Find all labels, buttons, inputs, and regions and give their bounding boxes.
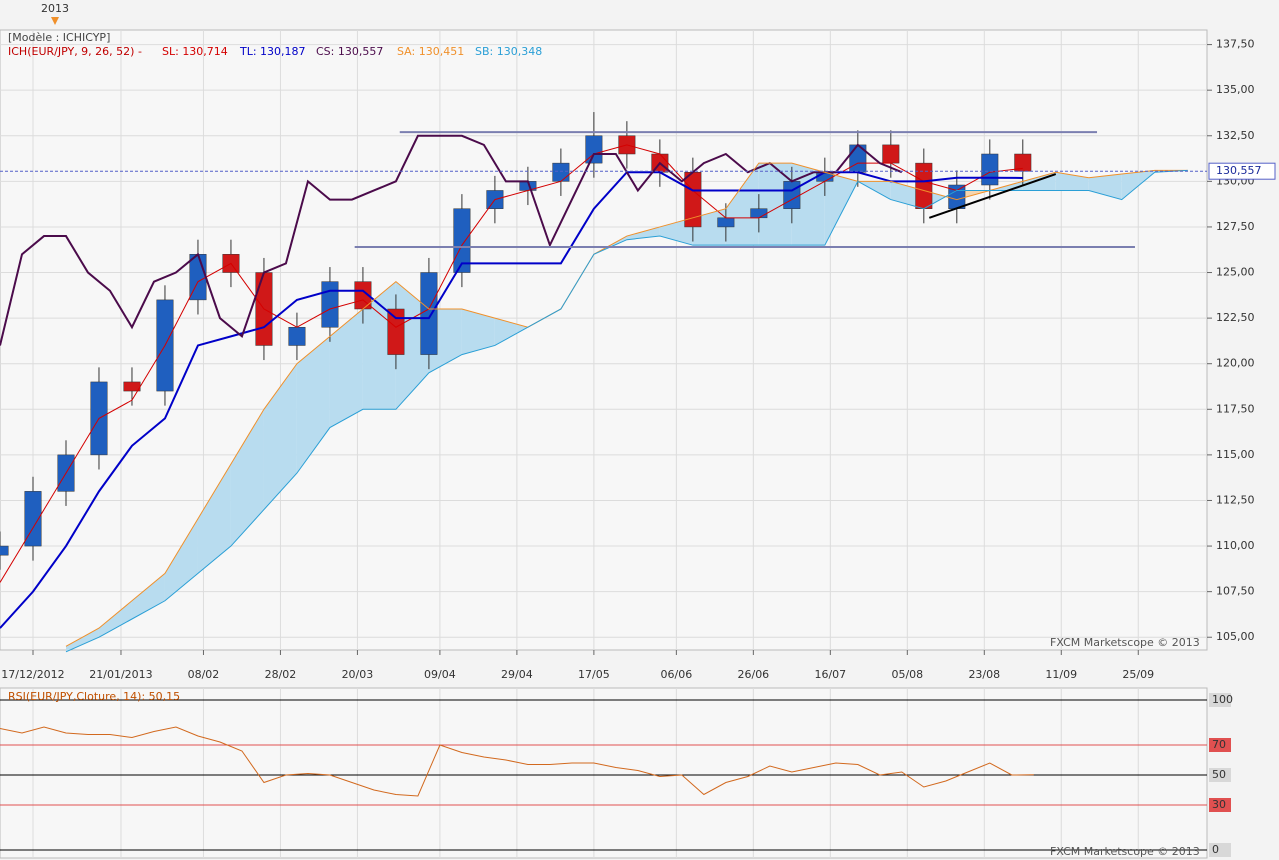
- rsi-tick-box: [1209, 738, 1231, 752]
- y-tick-label: 110,00: [1216, 539, 1255, 552]
- legend-tl: TL: 130,187: [239, 45, 306, 58]
- ichimoku-line: [0, 144, 1023, 583]
- cloud-segment: [461, 309, 495, 355]
- cloud-segment: [98, 600, 132, 638]
- y-tick-label: 127,50: [1216, 220, 1255, 233]
- legend-cs: CS: 130,557: [316, 45, 383, 58]
- rsi-tick-label: 70: [1212, 738, 1226, 751]
- candle-body: [453, 208, 471, 273]
- candle-body: [0, 545, 9, 556]
- cloud-segment: [164, 518, 198, 601]
- last-price-label: 130,557: [1216, 164, 1262, 177]
- ichimoku-line: [65, 169, 1188, 653]
- y-tick-label: 125,00: [1216, 266, 1255, 279]
- candle-body: [387, 308, 405, 355]
- last-price-box: [1208, 162, 1276, 180]
- candle-body: [750, 208, 768, 219]
- candle-body: [717, 217, 735, 228]
- rsi-tick-label: 100: [1212, 693, 1233, 706]
- y-tick-label: 120,00: [1216, 357, 1255, 370]
- x-tick-label: 09/04: [424, 668, 456, 681]
- x-tick-label: 17/12/2012: [1, 668, 64, 681]
- y-tick-label: 122,50: [1216, 311, 1255, 324]
- candle-body: [420, 272, 438, 355]
- rsi-tick-label: 0: [1212, 843, 1219, 856]
- year-marker: [50, 17, 59, 25]
- rsi-tick-label: 50: [1212, 768, 1226, 781]
- x-tick-label: 21/01/2013: [89, 668, 152, 681]
- rsi-tick-box: [1209, 768, 1231, 782]
- rsi-tick-box: [1209, 843, 1231, 857]
- y-tick-label: 112,50: [1216, 493, 1255, 506]
- candle-body: [288, 326, 306, 346]
- watermark: FXCM Marketscope © 2013: [1050, 636, 1200, 649]
- x-tick-label: 29/04: [501, 668, 533, 681]
- candle-body: [585, 135, 603, 164]
- year-label: 2013: [41, 2, 69, 15]
- x-tick-label: 26/06: [737, 668, 769, 681]
- cloud-segment: [263, 363, 297, 510]
- x-tick-label: 25/09: [1122, 668, 1154, 681]
- x-tick-label: 16/07: [814, 668, 846, 681]
- x-tick-label: 08/02: [188, 668, 220, 681]
- legend-sb: SB: 130,348: [475, 45, 542, 58]
- cloud-segment: [197, 464, 231, 574]
- x-tick-label: 06/06: [661, 668, 693, 681]
- rsi-line: [0, 726, 1034, 797]
- candle-body: [321, 281, 339, 328]
- candle-body: [981, 153, 999, 186]
- rsi-panel: [0, 687, 1208, 859]
- model-label: [Modèle : ICHICYP]: [8, 31, 110, 44]
- y-tick-label: 115,00: [1216, 448, 1255, 461]
- y-tick-label: 105,00: [1216, 630, 1255, 643]
- lines: [0, 131, 1207, 797]
- x-tick-label: 17/05: [578, 668, 610, 681]
- rsi-tick-label: 30: [1212, 798, 1226, 811]
- ichimoku-line: [0, 171, 1023, 629]
- legend-sl: SL: 130,714: [162, 45, 228, 58]
- y-tick-label: 135,00: [1216, 83, 1255, 96]
- ichimoku-line: [65, 162, 1188, 647]
- legend-sa: SA: 130,451: [397, 45, 464, 58]
- cloud-segment: [131, 573, 165, 619]
- cloud-segment: [1088, 174, 1122, 200]
- candle-body: [882, 144, 900, 164]
- rsi-tick-box: [1209, 798, 1231, 812]
- x-tick-label: 05/08: [891, 668, 923, 681]
- candle-body: [915, 162, 933, 209]
- y-tick-label: 107,50: [1216, 585, 1255, 598]
- candle-body: [783, 181, 801, 209]
- watermark: FXCM Marketscope © 2013: [1050, 845, 1200, 858]
- indicator-label: ICH(EUR/JPY, 9, 26, 52) -: [8, 45, 142, 58]
- candle-body: [552, 162, 570, 182]
- x-tick-label: 20/03: [342, 668, 374, 681]
- x-tick-label: 23/08: [968, 668, 1000, 681]
- y-tick-label: 137,50: [1216, 38, 1255, 51]
- rsi-label: RSI(EUR/JPY,Cloture, 14): 50,15: [8, 690, 180, 703]
- y-tick-label: 117,50: [1216, 402, 1255, 415]
- rsi-tick-box: [1209, 693, 1231, 707]
- cloud-segment: [494, 318, 528, 346]
- candle-body: [684, 171, 702, 228]
- x-tick-label: 11/09: [1045, 668, 1077, 681]
- cloud-segment: [329, 309, 363, 428]
- candle-body: [24, 491, 42, 547]
- drawing-line: [928, 173, 1057, 219]
- cloud-segment: [65, 628, 99, 652]
- cloud-segment: [824, 172, 858, 246]
- y-tick-label: 132,50: [1216, 129, 1255, 142]
- x-tick-label: 28/02: [265, 668, 297, 681]
- cloud-segment: [230, 409, 264, 547]
